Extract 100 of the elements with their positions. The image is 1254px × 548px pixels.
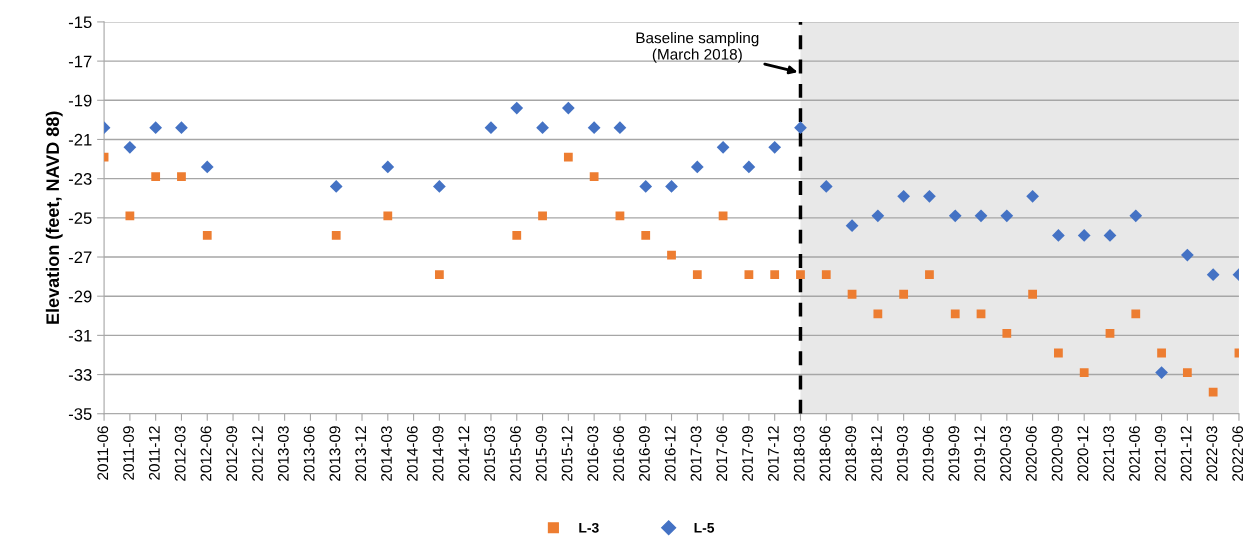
x-tick-label: 2018-12 bbox=[871, 426, 882, 481]
point bbox=[1182, 368, 1192, 377]
x-tick-label: 2020-12 bbox=[1077, 426, 1089, 481]
point bbox=[383, 211, 393, 221]
point bbox=[692, 270, 702, 280]
x-tick-label: 2021-06 bbox=[1129, 426, 1140, 481]
y-tick-label: -25 bbox=[68, 212, 92, 225]
point bbox=[796, 270, 805, 280]
x-tick-label: 2018-09 bbox=[845, 426, 857, 481]
point bbox=[484, 121, 498, 135]
point bbox=[123, 140, 137, 154]
point bbox=[1208, 387, 1218, 397]
point bbox=[744, 270, 754, 280]
point bbox=[433, 180, 446, 193]
x-tick-label: 2021-09 bbox=[1154, 426, 1166, 481]
x-tick-label: 2018-06 bbox=[819, 426, 831, 481]
point bbox=[536, 121, 549, 135]
point bbox=[871, 209, 885, 223]
point bbox=[768, 140, 782, 154]
x-tick-label: 2020-09 bbox=[1051, 426, 1063, 481]
point bbox=[538, 211, 547, 221]
y-tick-label: -23 bbox=[68, 173, 92, 185]
point bbox=[331, 231, 341, 240]
point bbox=[976, 309, 986, 319]
x-tick-label: 2013-06 bbox=[303, 426, 315, 481]
point bbox=[125, 211, 135, 221]
point bbox=[615, 211, 625, 221]
x-tick-label: 2021-12 bbox=[1180, 426, 1192, 481]
x-tick-label: 2019-03 bbox=[896, 426, 908, 481]
x-tick-label: 2020-06 bbox=[1025, 426, 1037, 481]
point bbox=[770, 270, 780, 280]
point bbox=[897, 189, 911, 203]
point bbox=[819, 180, 833, 193]
point bbox=[1155, 366, 1168, 379]
x-tick-label: 2011-09 bbox=[123, 426, 134, 480]
point bbox=[1077, 229, 1091, 242]
point bbox=[1105, 329, 1115, 338]
point bbox=[149, 121, 163, 135]
x-tick-label: 2014-06 bbox=[406, 426, 418, 481]
point bbox=[974, 209, 988, 223]
point bbox=[151, 172, 161, 182]
y-tick-label: -21 bbox=[68, 133, 92, 146]
point bbox=[510, 101, 524, 115]
point bbox=[925, 270, 934, 280]
point bbox=[639, 180, 653, 193]
x-tick-label: 2013-09 bbox=[329, 426, 341, 481]
point bbox=[742, 160, 756, 174]
x-tick-label: 2011-12 bbox=[148, 426, 160, 480]
x-tick-label: 2012-06 bbox=[200, 426, 212, 481]
point bbox=[1206, 268, 1220, 282]
x-tick-label: 2011-06 bbox=[97, 426, 109, 480]
y-tick-label: -33 bbox=[68, 368, 92, 381]
point bbox=[589, 172, 599, 182]
point bbox=[847, 289, 857, 299]
x-tick-label: 2016-06 bbox=[613, 426, 625, 481]
x-tick-label: 2012-09 bbox=[226, 426, 238, 481]
point bbox=[587, 121, 601, 135]
point bbox=[175, 121, 188, 135]
point bbox=[1052, 229, 1065, 242]
y-tick-label: -19 bbox=[68, 94, 92, 107]
point bbox=[899, 289, 909, 299]
y-tick-label: -15 bbox=[68, 16, 92, 29]
point bbox=[1131, 309, 1141, 319]
point bbox=[200, 160, 214, 174]
x-tick-label: 2022-03 bbox=[1206, 426, 1218, 481]
point bbox=[1054, 348, 1063, 358]
x-tick-label: 2019-09 bbox=[948, 426, 960, 481]
point bbox=[923, 189, 936, 203]
point bbox=[794, 121, 807, 135]
x-tick-label: 2014-12 bbox=[458, 426, 470, 481]
point bbox=[716, 140, 730, 154]
x-tick-label: 2017-03 bbox=[690, 426, 702, 481]
point bbox=[1181, 248, 1194, 262]
point bbox=[512, 231, 522, 240]
legend-label: L-3 bbox=[579, 522, 599, 533]
x-tick-label: 2016-12 bbox=[664, 426, 676, 481]
x-tick-label: 2022-06 bbox=[1232, 426, 1244, 481]
x-tick-label: 2012-03 bbox=[174, 426, 186, 481]
point bbox=[1129, 209, 1143, 223]
x-tick-label: 2015-06 bbox=[510, 426, 521, 481]
point bbox=[1002, 329, 1012, 338]
point bbox=[1157, 348, 1166, 358]
point bbox=[950, 309, 960, 319]
point bbox=[667, 250, 676, 260]
x-tick-label: 2015-12 bbox=[561, 426, 573, 481]
legend-label: L-5 bbox=[694, 523, 715, 533]
point bbox=[561, 101, 575, 115]
x-tick-label: 2015-09 bbox=[535, 426, 547, 481]
y-tick-label: -35 bbox=[68, 408, 92, 420]
x-tick-label: 2016-09 bbox=[639, 426, 650, 481]
point bbox=[177, 172, 186, 182]
x-tick-label: 2012-12 bbox=[252, 426, 263, 481]
point bbox=[202, 231, 212, 240]
x-tick-label: 2013-03 bbox=[277, 426, 289, 481]
annotation: Baseline sampling (March 2018) bbox=[636, 32, 759, 63]
x-tick-label: 2017-09 bbox=[742, 426, 753, 481]
point bbox=[381, 160, 395, 174]
x-tick-label: 2021-03 bbox=[1103, 426, 1115, 481]
point bbox=[948, 209, 962, 223]
point bbox=[329, 180, 343, 193]
